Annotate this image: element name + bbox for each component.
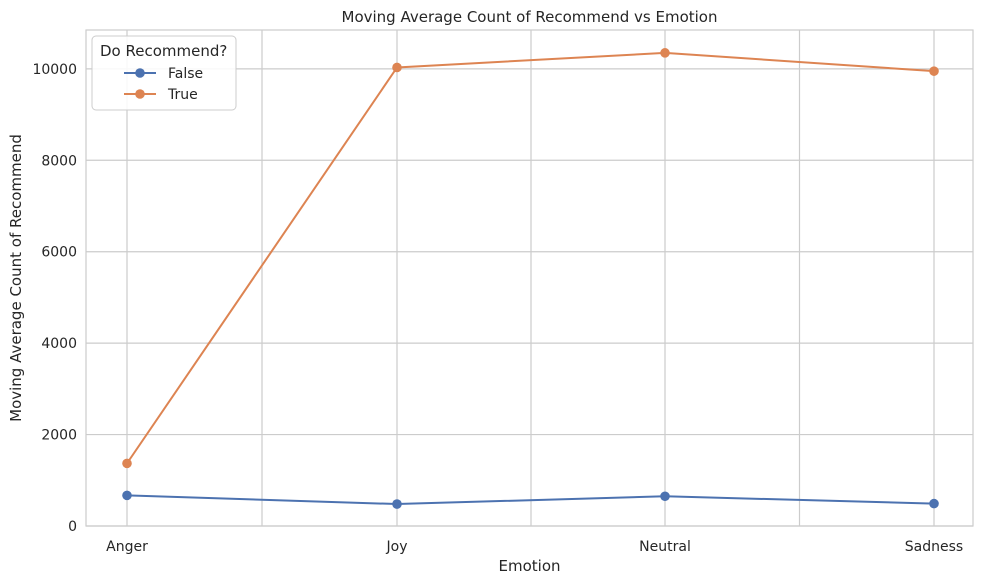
data-point [660,48,670,58]
tick-labels: 0 2000 4000 6000 8000 10000 Anger Joy Neutral Sad… [32,62,963,555]
y-tick-label: 2000 [41,428,77,444]
y-axis-title: Moving Average Count of Recommend [7,134,25,422]
data-point [660,491,670,502]
series-layer [122,48,939,509]
x-tick-label: Joy [386,539,408,555]
data-point [122,458,132,469]
legend-items: False True [124,66,203,103]
legend-marker [135,68,145,78]
series-false [122,490,939,509]
data-point [392,62,402,73]
y-tick-label: 6000 [41,245,77,261]
chart-title: Moving Average Count of Recommend vs Emo… [342,8,718,26]
y-tick-label: 10000 [32,62,77,78]
data-point [122,490,132,501]
x-tick-label: Neutral [639,539,691,555]
legend-marker [135,89,145,99]
plot-area-frame [85,29,974,527]
legend-item-true: True [124,87,198,103]
data-point [392,499,402,509]
y-tick-label: 8000 [41,153,77,169]
series-line [126,494,935,506]
legend-label: False [168,66,203,82]
y-tick-label: 0 [68,519,77,535]
series-line [126,51,935,464]
x-axis-title: Emotion [499,557,561,575]
legend-title: Do Recommend? [100,42,227,60]
legend-box [91,35,237,111]
y-tick-label: 4000 [41,336,77,352]
data-point [929,498,939,509]
legend: Do Recommend? False True [91,35,237,111]
legend-item-false: False [124,66,203,82]
series-true [122,48,939,469]
x-tick-label: Sadness [905,539,963,555]
legend-label: True [167,87,198,103]
x-tick-label: Anger [106,539,148,555]
data-point [929,66,939,76]
